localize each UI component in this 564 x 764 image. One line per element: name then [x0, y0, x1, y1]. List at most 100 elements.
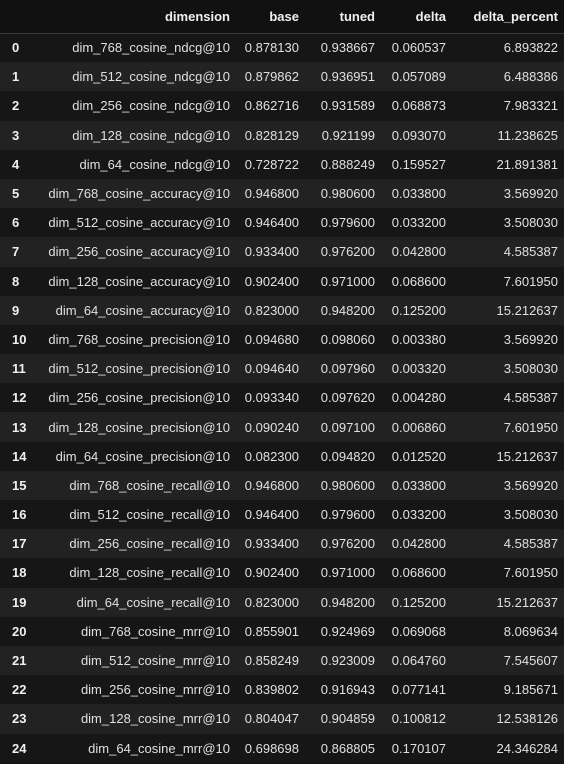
cell-tuned: 0.931589 — [320, 98, 375, 114]
cell-delta-percent: 15.212637 — [496, 302, 558, 318]
header-tuned: tuned — [305, 0, 381, 34]
table-row: 3 dim_128_cosine_ndcg@10 0.828129 0.921199 0… — [0, 120, 564, 150]
cell-delta-percent: 7.601950 — [503, 419, 558, 435]
cell-delta-percent: 7.601950 — [503, 273, 558, 289]
table-row: 0 dim_768_cosine_ndcg@10 0.878130 0.938667 0… — [0, 33, 564, 63]
table-row: 4 dim_64_cosine_ndcg@10 0.728722 0.888249 0.… — [0, 149, 564, 179]
table-row: 5 dim_768_cosine_accuracy@10 0.946800 0.980… — [0, 178, 564, 209]
table-row: 9 dim_64_cosine_accuracy@10 0.823000 0.9482… — [0, 295, 564, 325]
cell-delta-percent: 24.346284 — [496, 740, 558, 756]
header-index — [0, 0, 36, 34]
cell-delta-percent: 9.185671 — [503, 682, 558, 698]
row-index: 12 — [12, 390, 27, 406]
cell-base: 0.839802 — [244, 682, 299, 698]
cell-delta: 0.004280 — [391, 390, 446, 406]
cell-delta-percent: 3.569920 — [503, 186, 558, 202]
cell-base: 0.698698 — [244, 740, 299, 756]
cell-delta: 0.033200 — [391, 507, 446, 523]
row-index: 13 — [12, 419, 27, 435]
cell-tuned: 0.976200 — [320, 244, 375, 260]
table-row: 17 dim_256_cosine_recall@10 0.933400 0.9762… — [0, 529, 564, 559]
cell-dimension: dim_768_cosine_accuracy@10 — [48, 186, 230, 202]
row-index: 19 — [12, 594, 27, 610]
row-index: 14 — [12, 448, 27, 464]
row-index: 9 — [12, 302, 20, 318]
row-index: 18 — [12, 565, 27, 581]
cell-delta: 0.125200 — [391, 302, 446, 318]
cell-tuned: 0.971000 — [320, 273, 375, 289]
cell-delta-percent: 3.508030 — [503, 215, 558, 231]
cell-base: 0.094640 — [244, 361, 299, 377]
cell-base: 0.804047 — [244, 711, 299, 727]
row-index: 1 — [12, 69, 20, 85]
cell-delta: 0.069068 — [391, 623, 446, 639]
cell-tuned: 0.923009 — [320, 653, 375, 669]
cell-delta: 0.006860 — [391, 419, 446, 435]
cell-delta: 0.033800 — [391, 477, 446, 493]
cell-dimension: dim_128_cosine_recall@10 — [69, 565, 230, 581]
cell-dimension: dim_128_cosine_precision@10 — [48, 419, 230, 435]
cell-tuned: 0.971000 — [320, 565, 375, 581]
cell-delta-percent: 7.545607 — [503, 653, 558, 669]
cell-tuned: 0.979600 — [320, 215, 375, 231]
cell-delta: 0.077141 — [391, 682, 446, 698]
cell-tuned: 0.098060 — [320, 331, 375, 347]
cell-base: 0.862716 — [244, 98, 299, 114]
table-row: 24 dim_64_cosine_mrr@10 0.698698 0.868805 0.… — [0, 733, 564, 763]
table-row: 11 dim_512_cosine_precision@10 0.094640 0.0… — [0, 354, 564, 384]
cell-base: 0.902400 — [244, 273, 299, 289]
row-index: 10 — [12, 331, 27, 347]
row-index: 16 — [12, 507, 27, 523]
table-row: 18 dim_128_cosine_recall@10 0.902400 0.9710… — [0, 558, 564, 588]
cell-dimension: dim_768_cosine_ndcg@10 — [72, 40, 230, 56]
row-index: 8 — [12, 273, 20, 289]
cell-tuned: 0.904859 — [320, 711, 375, 727]
cell-base: 0.823000 — [244, 594, 299, 610]
table-row: 21 dim_512_cosine_mrr@10 0.858249 0.923009 0… — [0, 645, 564, 676]
cell-base: 0.728722 — [244, 156, 299, 172]
table-row: 7 dim_256_cosine_accuracy@10 0.933400 0.976… — [0, 237, 564, 267]
cell-delta-percent: 3.508030 — [503, 507, 558, 523]
cell-tuned: 0.916943 — [320, 682, 375, 698]
cell-dimension: dim_512_cosine_precision@10 — [48, 361, 230, 377]
cell-base: 0.946400 — [244, 507, 299, 523]
cell-tuned: 0.924969 — [320, 623, 375, 639]
table-row: 23 dim_128_cosine_mrr@10 0.804047 0.904859 0… — [0, 704, 564, 734]
table-row: 13 dim_128_cosine_precision@10 0.090240 0.0… — [0, 412, 564, 442]
header-row: dimension base tuned delta delta_percent — [0, 0, 564, 34]
row-index: 5 — [12, 186, 20, 202]
cell-tuned: 0.980600 — [320, 477, 375, 493]
table-row: 12 dim_256_cosine_precision@10 0.093340 0.0… — [0, 383, 564, 413]
table-row: 6 dim_512_cosine_accuracy@10 0.946400 0.979… — [0, 208, 564, 238]
cell-dimension: dim_768_cosine_mrr@10 — [80, 623, 230, 639]
table-row: 16 dim_512_cosine_recall@10 0.946400 0.9796… — [0, 500, 564, 530]
cell-delta-percent: 4.585387 — [503, 244, 558, 260]
table-row: 2 dim_256_cosine_ndcg@10 0.862716 0.931589 0… — [0, 91, 564, 121]
cell-delta: 0.159527 — [391, 156, 446, 172]
cell-tuned: 0.948200 — [320, 302, 375, 318]
cell-delta-percent: 3.508030 — [503, 361, 558, 377]
cell-delta: 0.068600 — [391, 273, 446, 289]
cell-dimension: dim_256_cosine_mrr@10 — [80, 682, 230, 698]
cell-delta-percent: 7.601950 — [503, 565, 558, 581]
table-row: 14 dim_64_cosine_precision@10 0.082300 0.09… — [0, 441, 564, 471]
header-dimension: dimension — [36, 0, 236, 34]
row-index: 3 — [12, 127, 20, 143]
row-index: 0 — [12, 40, 20, 56]
cell-base: 0.933400 — [244, 244, 299, 260]
table-body: 0 dim_768_cosine_ndcg@10 0.878130 0.938667 0… — [0, 33, 564, 763]
header-delta-percent: delta_percent — [452, 0, 564, 34]
cell-tuned: 0.938667 — [320, 40, 375, 56]
cell-tuned: 0.979600 — [320, 507, 375, 523]
cell-dimension: dim_128_cosine_ndcg@10 — [72, 127, 230, 143]
cell-base: 0.946800 — [244, 477, 299, 493]
cell-delta: 0.064760 — [391, 653, 446, 669]
cell-dimension: dim_64_cosine_recall@10 — [76, 594, 230, 610]
cell-dimension: dim_256_cosine_ndcg@10 — [72, 98, 230, 114]
cell-delta-percent: 3.569920 — [503, 331, 558, 347]
table-row: 15 dim_768_cosine_recall@10 0.946800 0.9806… — [0, 470, 564, 500]
table-row: 20 dim_768_cosine_mrr@10 0.855901 0.924969 0… — [0, 616, 564, 646]
cell-base: 0.855901 — [244, 623, 299, 639]
cell-tuned: 0.094820 — [320, 448, 375, 464]
